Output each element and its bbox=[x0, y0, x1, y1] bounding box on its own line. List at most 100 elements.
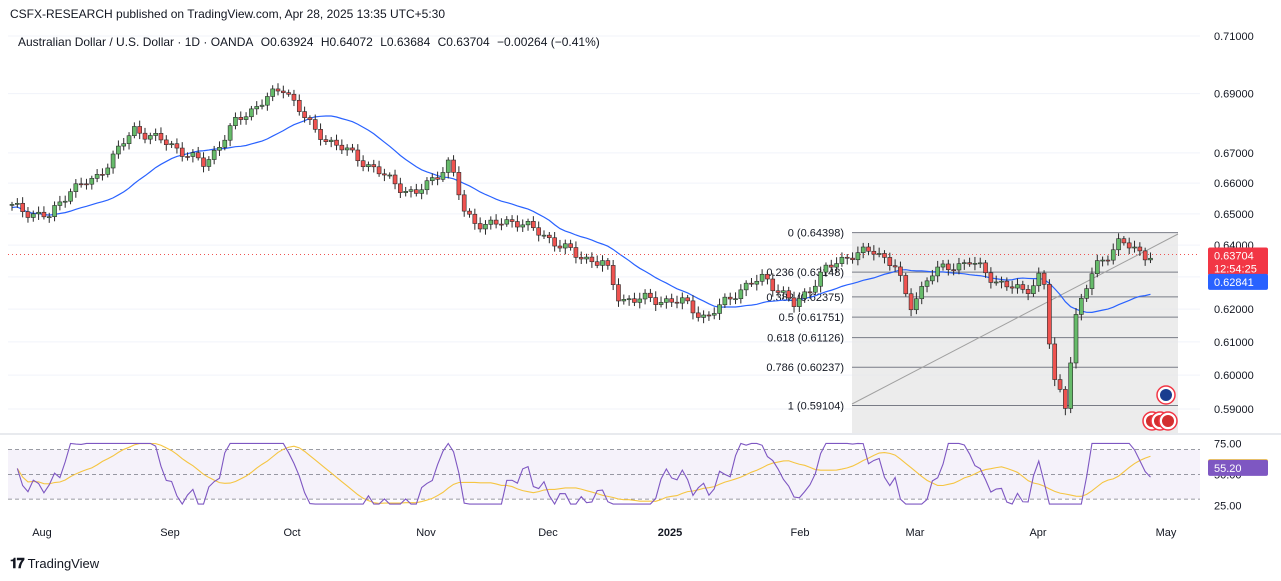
candle-body bbox=[403, 191, 408, 193]
fib-zone-background bbox=[852, 232, 1178, 433]
candle-body bbox=[738, 289, 744, 300]
candle-body bbox=[621, 299, 627, 302]
candle-body bbox=[217, 147, 222, 151]
candle-body bbox=[1068, 362, 1073, 409]
candle-body bbox=[323, 139, 329, 142]
candle-body bbox=[547, 234, 552, 239]
candle-body bbox=[701, 314, 706, 318]
time-tick-label: 2025 bbox=[658, 527, 682, 539]
candlesticks bbox=[9, 83, 1153, 416]
last-price-tag-text: 12:54:25 bbox=[1214, 263, 1257, 275]
rsi-panel bbox=[0, 433, 1281, 506]
candle-body bbox=[1137, 246, 1143, 252]
candle-body bbox=[844, 256, 850, 259]
ma-price-tag: 0.62841 bbox=[1208, 273, 1268, 290]
candle-body bbox=[105, 167, 111, 175]
candle-body bbox=[1094, 260, 1100, 275]
candle-body bbox=[642, 292, 648, 300]
candle-body bbox=[568, 243, 573, 248]
candle-body bbox=[350, 147, 355, 151]
time-tick-label: Oct bbox=[283, 527, 300, 539]
candle-body bbox=[408, 189, 414, 192]
candle-body bbox=[802, 291, 807, 299]
candle-body bbox=[265, 96, 270, 106]
fib-level-label: 0.618 (0.61126) bbox=[767, 333, 844, 345]
candle-body bbox=[1084, 288, 1089, 299]
candle-body bbox=[249, 108, 254, 118]
candle-body bbox=[860, 246, 866, 253]
time-axis: Aug Sep Oct Nov Dec 2025 Feb Mar Apr May bbox=[32, 527, 1177, 539]
candle-body bbox=[36, 211, 41, 215]
price-tick-label: 0.69000 bbox=[1214, 89, 1254, 101]
candle-body bbox=[68, 191, 73, 202]
candle-body bbox=[1063, 389, 1068, 409]
candle-body bbox=[477, 223, 483, 230]
candle-body bbox=[1041, 272, 1047, 285]
candle-body bbox=[695, 312, 701, 318]
tradingview-logo-icon: 𝟏𝟕 bbox=[10, 555, 25, 571]
candle-body bbox=[914, 298, 919, 311]
candle-body bbox=[648, 292, 653, 298]
candle-body bbox=[664, 298, 669, 303]
ohlc-low: L0.63684 bbox=[380, 35, 431, 49]
candle-body bbox=[605, 260, 611, 266]
candle-body bbox=[195, 152, 201, 159]
candle-body bbox=[871, 250, 877, 255]
candle-body bbox=[1116, 238, 1121, 251]
candle-body bbox=[680, 297, 685, 304]
candle-body bbox=[25, 211, 31, 218]
candle-body bbox=[839, 256, 845, 264]
candle-body bbox=[419, 189, 424, 194]
candle-body bbox=[20, 202, 25, 212]
candle-body bbox=[488, 219, 494, 225]
candle-body bbox=[717, 304, 722, 314]
candle-body bbox=[594, 261, 600, 266]
candle-body bbox=[100, 174, 105, 176]
candle-body bbox=[765, 273, 770, 280]
candle-body bbox=[1047, 284, 1052, 345]
candle-body bbox=[866, 246, 871, 252]
ma-price-tag-text: 0.62841 bbox=[1214, 277, 1254, 289]
candle-body bbox=[610, 265, 616, 285]
candle-body bbox=[355, 149, 361, 162]
candle-body bbox=[211, 149, 217, 160]
footer-brand[interactable]: 𝟏𝟕 TradingView bbox=[10, 555, 99, 572]
candle-body bbox=[371, 164, 377, 168]
candle-body bbox=[206, 159, 212, 167]
candle-body bbox=[536, 227, 541, 236]
candle-body bbox=[775, 290, 781, 293]
candle-body bbox=[307, 117, 313, 120]
candle-body bbox=[169, 143, 174, 146]
candle-body bbox=[658, 302, 664, 305]
candle-body bbox=[1004, 280, 1010, 288]
candle-body bbox=[73, 183, 79, 192]
candle-body bbox=[1132, 246, 1137, 249]
symbol-name[interactable]: Australian Dollar / U.S. Dollar · 1D · O… bbox=[18, 35, 254, 49]
candle-body bbox=[238, 117, 244, 120]
candle-body bbox=[1036, 272, 1042, 287]
price-tick-label: 0.65000 bbox=[1214, 209, 1254, 221]
candle-body bbox=[940, 263, 946, 268]
last-price-tag-bg bbox=[1208, 247, 1268, 276]
candle-body bbox=[722, 296, 728, 306]
candle-body bbox=[227, 125, 233, 141]
fib-level-label: 0.5 (0.61751) bbox=[779, 312, 844, 324]
candle-body bbox=[435, 177, 440, 180]
candle-body bbox=[632, 298, 637, 303]
candle-body bbox=[1015, 284, 1020, 289]
ma-price-tag-bg bbox=[1208, 273, 1268, 290]
candle-body bbox=[531, 221, 536, 229]
candle-body bbox=[233, 117, 238, 126]
candle-body bbox=[552, 237, 557, 247]
candle-body bbox=[302, 111, 307, 118]
candle-body bbox=[1121, 238, 1127, 244]
candle-body bbox=[818, 271, 823, 287]
candle-body bbox=[398, 183, 403, 193]
candle-body bbox=[669, 298, 674, 303]
ohlc-high: H0.64072 bbox=[320, 35, 373, 49]
candle-body bbox=[179, 147, 185, 157]
candle-body bbox=[52, 205, 57, 218]
candle-body bbox=[259, 104, 265, 107]
candle-body bbox=[440, 172, 446, 180]
